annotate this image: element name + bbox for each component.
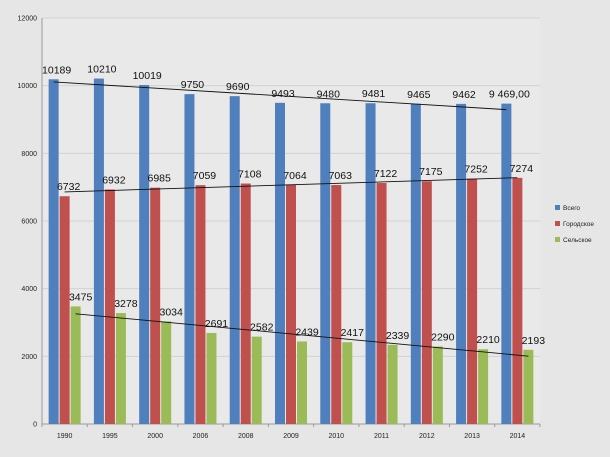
x-tick-label: 2012 (419, 433, 435, 440)
data-label-Сельское-2011: 2339 (386, 330, 410, 342)
bar-Всего-2008 (229, 96, 240, 424)
bar-Всего-2013 (456, 103, 467, 424)
x-tick-label: 2008 (238, 433, 254, 440)
bar-Сельское-2014 (523, 349, 534, 424)
data-label-Всего-2010: 9480 (317, 88, 341, 100)
y-tick-label: 10000 (18, 83, 38, 90)
data-label-Сельское-2009: 2439 (295, 326, 319, 338)
data-label-Городское-2000: 6985 (148, 173, 172, 185)
legend-swatch-Сельское (555, 237, 560, 242)
trendlines (53, 81, 529, 357)
x-tick-label: 2014 (510, 433, 526, 440)
data-label-Сельское-2008: 2582 (250, 322, 274, 334)
bar-Городское-2009 (286, 185, 296, 424)
data-labels: 10189 6732 3475 10210 6932 3278 10019 6985 3034 9… (42, 64, 545, 347)
trendline-Сельское (75, 313, 529, 357)
data-label-Сельское-2013: 2210 (476, 334, 500, 346)
bar-Сельское-2012 (432, 346, 443, 424)
x-tick-label: 2000 (147, 433, 163, 440)
bar-Городское-2000 (150, 187, 161, 424)
legend: Всего Городское Сельское (555, 205, 594, 244)
bar-Городское-2013 (467, 178, 478, 424)
data-label-Городское-2010: 7063 (329, 170, 353, 182)
data-label-Городское-1990: 6732 (57, 181, 81, 193)
data-label-Всего-2009: 9493 (271, 88, 295, 100)
data-label-Всего-1995: 10210 (87, 64, 116, 76)
bar-Сельское-2013 (478, 349, 489, 424)
x-tick-label: 2010 (328, 433, 344, 440)
data-label-Городское-2011: 7122 (374, 168, 398, 180)
y-tick-label: 8000 (21, 151, 37, 158)
bar-Городское-2010 (331, 185, 342, 424)
x-tick-label: 2011 (374, 433, 389, 440)
data-label-Сельское-1990: 3475 (69, 291, 93, 303)
legend-label-Городское: Городское (563, 221, 594, 228)
bar-Сельское-1995 (115, 313, 126, 424)
data-label-Сельское-2012: 2290 (431, 332, 455, 344)
data-label-Сельское-1995: 3278 (114, 298, 138, 310)
bar-Сельское-2011 (387, 344, 398, 424)
x-tick-label: 1990 (57, 433, 73, 440)
data-label-Всего-2014: 9 469,00 (489, 89, 530, 101)
legend-swatch-Всего (555, 205, 560, 210)
bar-Всего-2010 (320, 103, 331, 424)
bar-Всего-1990 (48, 79, 59, 425)
bar-Всего-2012 (410, 103, 421, 424)
bar-Сельское-2000 (161, 321, 172, 424)
x-tick-label: 1995 (102, 433, 118, 440)
bar-Городское-1990 (59, 196, 70, 424)
bars (48, 78, 534, 425)
data-label-Городское-2006: 7059 (193, 170, 217, 182)
bar-Всего-1995 (93, 78, 104, 424)
bar-Сельское-2009 (297, 341, 307, 424)
bar-Городское-2012 (421, 181, 432, 424)
bar-Городское-2014 (512, 177, 523, 424)
bar-Всего-2009 (275, 102, 285, 425)
data-label-Городское-2012: 7175 (419, 166, 443, 178)
x-tick-label: 2009 (283, 433, 299, 440)
legend-label-Всего: Всего (563, 205, 580, 212)
bar-Городское-2006 (195, 185, 206, 424)
bar-Сельское-2010 (342, 342, 353, 424)
y-tick-label: 12000 (18, 16, 38, 23)
bar-Всего-2011 (365, 103, 376, 424)
bar-Городское-1995 (104, 189, 115, 424)
legend-swatch-Городское (555, 221, 560, 226)
y-tick-label: 4000 (21, 286, 37, 293)
legend-label-Сельское: Сельское (563, 237, 592, 244)
y-tick-label: 2000 (21, 354, 37, 361)
data-label-Городское-1995: 6932 (102, 174, 126, 186)
data-label-Городское-2013: 7252 (464, 164, 488, 176)
data-label-Всего-1990: 10189 (42, 64, 71, 76)
data-label-Городское-2014: 7274 (510, 163, 534, 175)
data-label-Сельское-2014: 2193 (522, 335, 546, 347)
data-label-Всего-2013: 9462 (452, 89, 476, 101)
data-label-Сельское-2010: 2417 (341, 327, 365, 339)
data-label-Всего-2008: 9690 (226, 81, 250, 93)
data-label-Городское-2008: 7108 (238, 169, 262, 181)
bar-Сельское-2006 (206, 332, 217, 424)
trendline-Городское (64, 177, 518, 193)
x-tick-label: 2006 (193, 433, 209, 440)
data-label-Всего-2006: 9750 (181, 79, 205, 91)
bar-Городское-2011 (376, 183, 387, 424)
bar-Всего-2006 (184, 94, 195, 424)
bar-Городское-2008 (240, 183, 251, 424)
x-tick-label: 2013 (464, 433, 480, 440)
data-label-Всего-2000: 10019 (133, 70, 162, 82)
y-tick-label: 0 (33, 422, 37, 429)
y-tick-label: 6000 (21, 219, 37, 226)
bar-Всего-2014 (501, 103, 512, 424)
trendline-Всего (53, 81, 507, 111)
bar-Сельское-1990 (70, 306, 81, 424)
data-label-Сельское-2006: 2691 (205, 318, 229, 330)
data-label-Всего-2012: 9465 (407, 89, 431, 101)
bar-Всего-2000 (139, 85, 150, 424)
data-label-Сельское-2000: 3034 (160, 306, 184, 318)
data-label-Всего-2011: 9481 (362, 88, 386, 100)
bar-Сельское-2008 (251, 336, 262, 424)
data-label-Городское-2009: 7064 (283, 170, 307, 182)
